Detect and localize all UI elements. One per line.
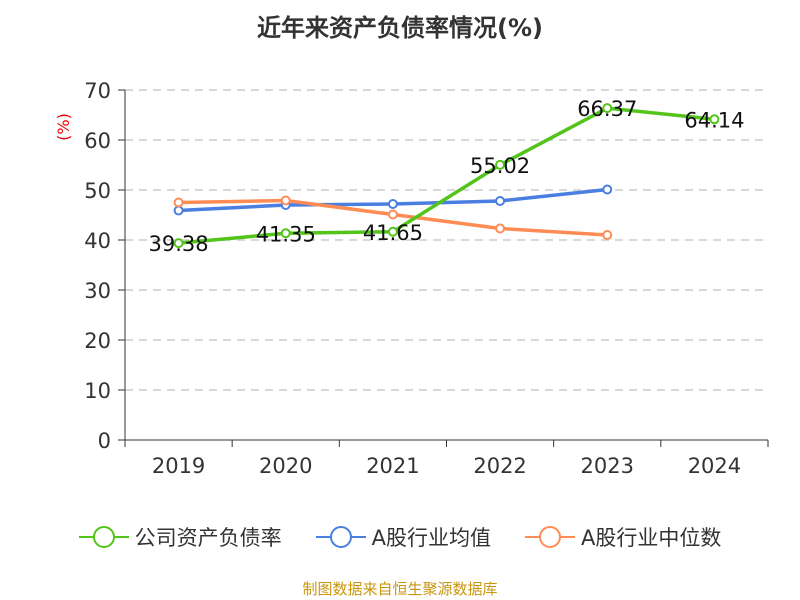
data-point[interactable] — [173, 197, 184, 208]
y-tick-label: 70 — [84, 79, 111, 103]
legend-label: 公司资产负债率 — [134, 526, 282, 550]
x-tick-label: 2021 — [366, 454, 419, 478]
data-point[interactable] — [495, 159, 506, 170]
data-label: 41.65 — [363, 221, 423, 245]
x-tick-label: 2020 — [259, 454, 312, 478]
data-point[interactable] — [387, 226, 398, 237]
y-tick-label: 60 — [84, 129, 111, 153]
data-label: 39.38 — [149, 232, 209, 256]
y-axis-label: (%) — [54, 113, 73, 141]
data-point[interactable] — [173, 205, 184, 216]
data-point[interactable] — [387, 209, 398, 220]
legend-label: A股行业中位数 — [581, 526, 722, 550]
legend-marker-icon — [78, 526, 129, 548]
data-point[interactable] — [173, 238, 184, 249]
legend-item[interactable]: A股行业均值 — [315, 522, 491, 552]
y-tick-label: 30 — [84, 279, 111, 303]
y-tick-label: 40 — [84, 229, 111, 253]
data-point[interactable] — [495, 223, 506, 234]
y-tick-label: 10 — [84, 379, 111, 403]
x-tick-label: 2019 — [152, 454, 205, 478]
legend-marker-icon — [525, 526, 575, 548]
y-tick-label: 20 — [84, 329, 111, 353]
data-point[interactable] — [280, 228, 291, 239]
data-label: 55.02 — [470, 154, 530, 178]
legend-marker-icon — [315, 526, 366, 548]
chart-title: 近年来资产负债率情况(%) — [257, 14, 543, 42]
data-point[interactable] — [495, 196, 506, 206]
data-point[interactable] — [709, 114, 720, 125]
legend-label: A股行业均值 — [371, 526, 491, 550]
data-label: 41.35 — [256, 222, 316, 246]
x-tick-label: 2023 — [581, 454, 634, 478]
data-point[interactable] — [387, 199, 398, 209]
data-point[interactable] — [280, 195, 291, 206]
data-label: 64.14 — [684, 108, 744, 132]
data-point[interactable] — [602, 184, 613, 195]
y-tick-label: 50 — [84, 179, 111, 203]
x-tick-label: 2022 — [473, 454, 526, 478]
y-tick-label: 0 — [98, 429, 111, 453]
data-label: 66.37 — [577, 97, 637, 121]
x-tick-label: 2024 — [688, 454, 741, 478]
data-point[interactable] — [602, 230, 613, 240]
legend-item[interactable]: 公司资产负债率 — [78, 522, 282, 552]
legend-item[interactable]: A股行业中位数 — [525, 522, 721, 552]
data-point[interactable] — [602, 103, 613, 114]
legend: 公司资产负债率 A股行业均值 A股行业中位数 — [0, 522, 800, 552]
series-line — [178, 106, 715, 245]
source-note: 制图数据来自恒生聚源数据库 — [302, 580, 498, 598]
